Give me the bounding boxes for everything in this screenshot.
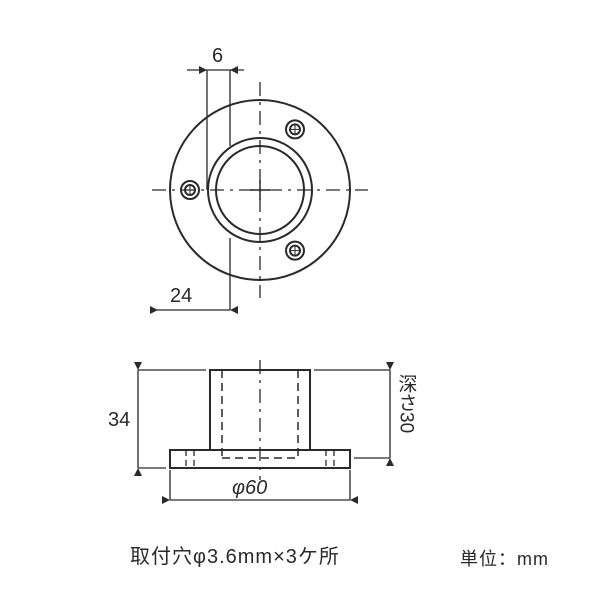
dim-depth30-label: 深さ30: [396, 374, 418, 433]
dim-24-label: 24: [170, 285, 192, 307]
dim-6-label: 6: [212, 45, 223, 67]
dim-phi60-label: φ60: [232, 477, 267, 499]
dim-34-label: 34: [108, 409, 130, 431]
mounting-note: 取付穴φ3.6mm×3ケ所: [130, 540, 340, 569]
unit-note: 単位：mm: [460, 545, 549, 571]
